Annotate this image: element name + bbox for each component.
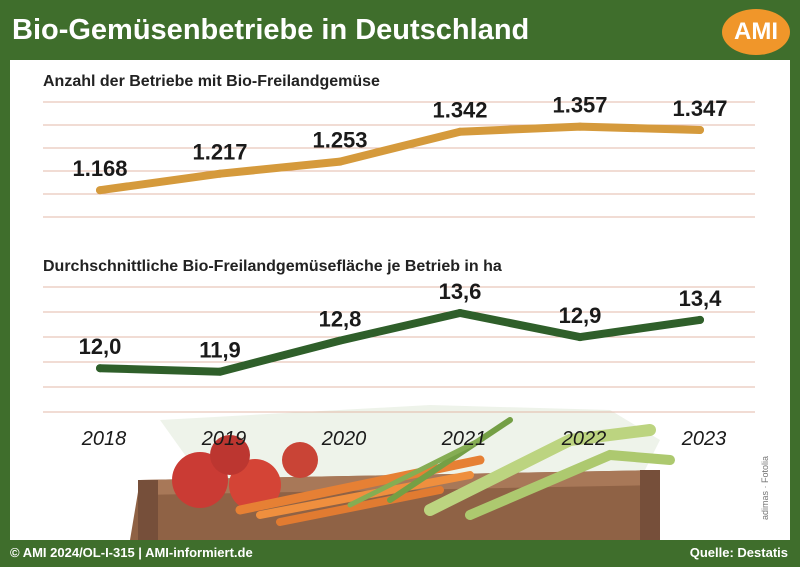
footer-source: Quelle: Destatis [689, 545, 788, 560]
ami-logo-text: AMI [734, 18, 778, 45]
series-line-2 [96, 309, 704, 376]
data-label: 12,0 [79, 334, 122, 359]
chart-svg: 1.168 1.217 1.253 1.342 1.357 1.347 12,0 11,9 12… [43, 73, 755, 540]
data-label: 1.347 [672, 96, 727, 121]
photo-credit: adimas · Fotolia [760, 455, 770, 520]
data-point [336, 336, 344, 345]
grid-layer [43, 101, 755, 413]
data-label: 12,8 [319, 307, 362, 332]
label-layer: 1.168 1.217 1.253 1.342 1.357 1.347 12,0 11,9 12… [72, 93, 727, 450]
x-tick-label: 2021 [441, 428, 487, 450]
data-point [696, 126, 704, 135]
data-label: 13,6 [439, 279, 482, 304]
footer-copyright: © AMI 2024/OL-I-315 | AMI-informiert.de [10, 545, 253, 560]
data-point [96, 186, 104, 195]
data-label: 12,9 [559, 303, 602, 328]
ami-logo: AMI [722, 9, 790, 55]
x-tick-label: 2019 [201, 428, 247, 450]
data-point [576, 122, 584, 131]
data-point [696, 315, 704, 324]
series-layer [96, 122, 704, 376]
chart-title-betriebe: Anzahl der Betriebe mit Bio-Freilandgemü… [43, 73, 380, 90]
data-point [456, 127, 464, 136]
x-tick-label: 2018 [81, 428, 127, 450]
data-label: 11,9 [199, 338, 241, 363]
data-point [96, 364, 104, 373]
data-label: 1.168 [72, 156, 127, 181]
data-point [216, 367, 224, 376]
series-line-1 [96, 122, 704, 195]
page-title: Bio-Gemüsenbetriebe in Deutschland [12, 14, 530, 46]
chart-panel: 1.168 1.217 1.253 1.342 1.357 1.347 12,0 11,9 12… [10, 60, 790, 540]
data-label: 13,4 [679, 286, 723, 311]
data-point [216, 169, 224, 178]
x-tick-label: 2020 [321, 428, 367, 450]
x-tick-label: 2022 [561, 428, 607, 450]
data-point [576, 333, 584, 342]
data-label: 1.253 [312, 128, 367, 153]
data-label: 1.357 [552, 93, 607, 118]
vegetable-crate-illustration [130, 405, 675, 540]
data-label: 1.217 [192, 140, 247, 165]
data-point [456, 308, 464, 317]
data-label: 1.342 [432, 98, 487, 123]
chart-title-flaeche: Durchschnittliche Bio-Freilandgemüsefläc… [43, 258, 502, 275]
data-point [336, 157, 344, 166]
x-tick-label: 2023 [681, 428, 727, 450]
